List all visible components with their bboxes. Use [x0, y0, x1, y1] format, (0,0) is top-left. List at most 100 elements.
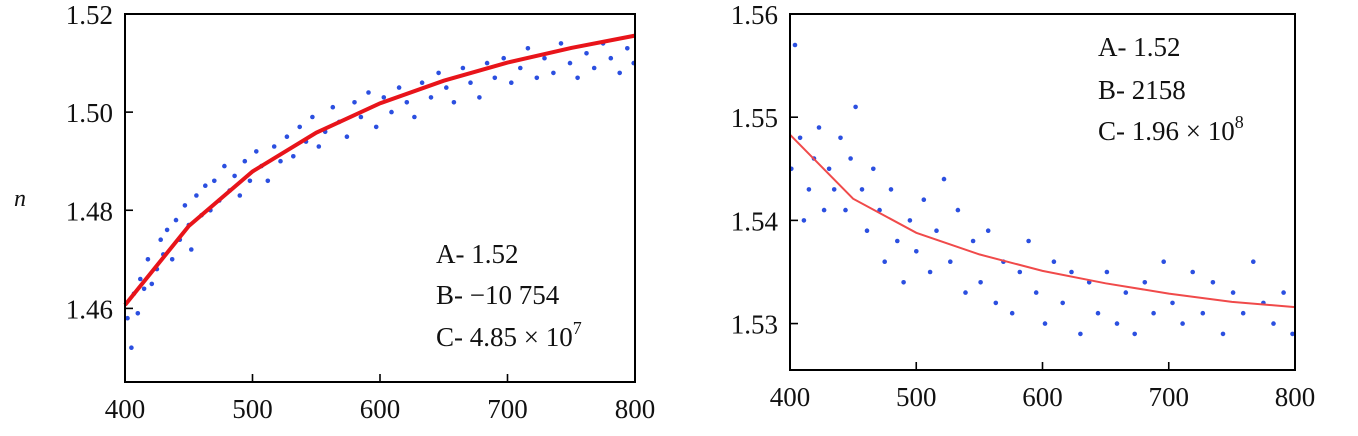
right-fit-curve	[789, 133, 1296, 309]
left-data-point	[129, 345, 134, 351]
left-data-point	[141, 286, 147, 292]
right-data-point	[888, 187, 894, 192]
left-data-point	[477, 95, 482, 100]
right-data-point	[1271, 321, 1276, 326]
right-data-point	[882, 259, 887, 265]
left-data-point	[145, 257, 151, 262]
right-param-c-exponent: 8	[1235, 112, 1244, 132]
left-data-point	[551, 70, 556, 76]
left-param-b: B- −10 754	[436, 280, 560, 310]
left-y-tick-label: 1.52	[66, 0, 113, 30]
left-data-point	[284, 134, 290, 139]
right-data-point	[853, 104, 858, 110]
left-param-a: A- 1.52	[436, 239, 519, 269]
right-data-point	[871, 166, 876, 172]
left-data-point	[436, 70, 441, 76]
left-data-point	[212, 178, 217, 184]
left-data-point	[203, 183, 208, 188]
right-data-point	[821, 207, 827, 213]
left-data-point	[501, 55, 507, 61]
right-data-point	[831, 187, 837, 192]
right-data-point	[1042, 321, 1048, 326]
right-data-point	[864, 228, 870, 233]
left-data-point	[253, 149, 259, 154]
left-data-points	[125, 41, 636, 351]
right-data-point	[1251, 259, 1256, 265]
right-data-point	[1190, 269, 1195, 275]
left-y-axis-label: n	[14, 186, 26, 212]
right-data-point	[1151, 310, 1156, 316]
left-fit-curve	[123, 33, 636, 307]
left-data-point	[173, 217, 179, 223]
right-x-tick-label: 400	[770, 382, 811, 412]
left-data-point	[158, 237, 163, 242]
right-data-point	[955, 207, 961, 213]
left-data-point	[389, 109, 394, 115]
left-data-point	[352, 100, 357, 105]
left-data-point	[617, 70, 622, 76]
left-x-tick-label: 700	[487, 394, 528, 424]
right-param-c: C- 1.96 × 108	[1098, 112, 1244, 146]
left-data-point	[558, 41, 564, 46]
right-data-point	[801, 218, 807, 223]
right-data-point	[1123, 290, 1129, 295]
right-data-point	[1051, 259, 1057, 265]
right-data-point	[1026, 238, 1031, 244]
left-data-point	[135, 311, 141, 316]
left-x-tick-label: 800	[615, 394, 656, 424]
right-data-point	[978, 280, 983, 285]
right-data-point	[848, 156, 853, 161]
right-data-point	[1033, 290, 1039, 295]
right-data-point	[1170, 300, 1175, 306]
left-x-tick-label: 500	[232, 394, 273, 424]
right-x-tick-label: 600	[1022, 382, 1063, 412]
right-param-a: A- 1.52	[1098, 32, 1181, 62]
left-data-point	[451, 100, 457, 105]
right-data-point	[1142, 280, 1148, 285]
left-data-point	[373, 124, 379, 130]
right-data-point	[1210, 280, 1216, 285]
left-data-point	[169, 257, 175, 262]
right-data-point	[1230, 290, 1236, 295]
right-param-c-base: C- 1.96 × 10	[1098, 116, 1235, 146]
right-data-point	[901, 280, 906, 285]
right-x-tick-label: 700	[1149, 382, 1190, 412]
left-data-point	[492, 75, 498, 81]
left-data-point	[542, 55, 547, 61]
right-ticks: 400 500 600 700 800 1.53 1.54 1.55 1.56	[731, 0, 1316, 412]
right-y-tick-label: 1.56	[731, 0, 778, 30]
right-data-point	[948, 259, 953, 265]
left-data-point	[271, 144, 277, 149]
right-data-point	[797, 135, 803, 141]
left-data-point	[575, 75, 580, 81]
right-data-point	[895, 238, 900, 244]
left-data-point	[265, 178, 271, 184]
left-data-point	[310, 114, 315, 120]
right-data-point	[1060, 300, 1065, 306]
right-y-tick-label: 1.53	[731, 310, 778, 340]
left-data-point	[518, 65, 523, 71]
right-data-point	[843, 207, 848, 213]
right-data-point	[914, 249, 919, 254]
right-data-point	[826, 166, 832, 172]
left-data-point	[344, 134, 350, 139]
left-data-point	[237, 193, 243, 198]
left-y-tick-label: 1.50	[66, 98, 113, 128]
right-data-point	[970, 238, 976, 244]
left-data-point	[366, 90, 371, 95]
left-data-point	[125, 315, 130, 321]
left-data-point	[412, 114, 417, 120]
left-param-c: C- 4.85 × 107	[436, 318, 582, 352]
right-data-point	[838, 135, 843, 141]
left-data-point	[419, 80, 425, 85]
right-data-point	[1220, 331, 1226, 337]
left-data-point	[444, 85, 449, 90]
right-data-point	[921, 197, 927, 202]
right-data-point	[1180, 321, 1185, 326]
right-data-point	[1095, 310, 1101, 316]
left-data-point	[534, 75, 540, 81]
left-param-c-exponent: 7	[573, 318, 582, 338]
right-data-point	[806, 187, 812, 192]
left-data-point	[278, 158, 283, 164]
right-data-point	[907, 218, 913, 223]
